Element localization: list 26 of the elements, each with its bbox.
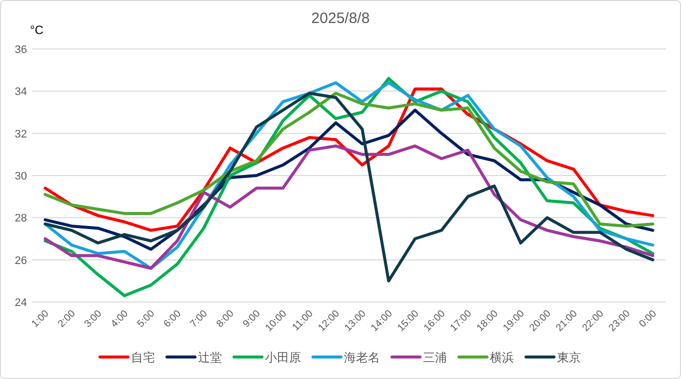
y-tick-label: 30: [14, 170, 27, 182]
legend-label: 三浦: [423, 350, 447, 364]
line-series: [44, 144, 654, 270]
x-tick-label: 5:00: [135, 308, 158, 330]
x-tick-label: 4:00: [109, 308, 131, 330]
legend-label: 辻堂: [198, 350, 222, 364]
y-tick-label: 24: [14, 297, 27, 309]
legend-label: 自宅: [131, 350, 155, 364]
x-tick-label: 8:00: [214, 308, 237, 330]
chart-title: 2025/8/8: [311, 10, 370, 27]
y-tick-label: 26: [14, 254, 27, 267]
legend-label: 海老名: [344, 350, 380, 364]
y-tick-label: 32: [14, 128, 27, 140]
x-tick-label: 9:00: [241, 308, 263, 330]
y-axis-title: °C: [30, 23, 44, 37]
x-tick-label: 7:00: [188, 308, 210, 330]
y-tick-label: 36: [14, 44, 27, 56]
x-tick-label: 6:00: [162, 308, 184, 330]
legend-label: 東京: [557, 350, 581, 364]
legend-label: 横浜: [490, 350, 514, 364]
x-tick-label: 0:00: [637, 308, 660, 330]
x-tick-label: 1:00: [30, 308, 52, 330]
y-tick-label: 28: [14, 212, 27, 225]
y-tick-label: 34: [14, 86, 27, 98]
x-tick-label: 3:00: [82, 308, 104, 330]
legend-label: 小田原: [265, 350, 301, 364]
